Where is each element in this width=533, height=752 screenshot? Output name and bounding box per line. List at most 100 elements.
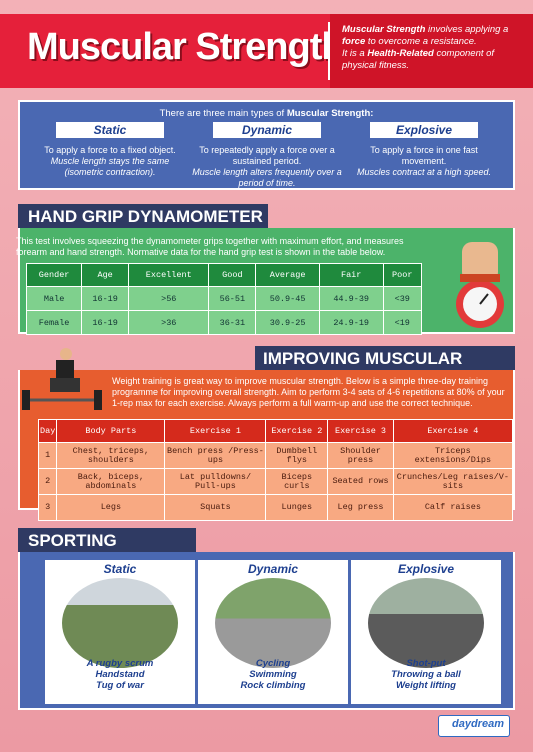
- training-col-ex3: Exercise 3: [327, 419, 394, 443]
- page-title: Muscular Strength: [27, 26, 345, 68]
- table-cell: Male: [25, 286, 83, 311]
- example-item: Swimming: [249, 669, 297, 680]
- table-cell: Leg press: [327, 494, 394, 521]
- cycling-photo: [215, 578, 331, 668]
- divider: [328, 22, 330, 80]
- table-cell: 16-19: [81, 286, 130, 311]
- table-row: 3 Legs Squats Lunges Leg press Calf raises: [37, 494, 514, 521]
- table-cell: Triceps extensions/Dips: [392, 442, 514, 469]
- table-cell: Bench press /Press-ups: [164, 442, 267, 469]
- training-col-ex1: Exercise 1: [164, 419, 267, 443]
- example-item: Cycling: [255, 658, 291, 669]
- grip-description: This test involves squeezing the dynamom…: [16, 236, 404, 257]
- training-table: Day Body Parts Exercise 1 Exercise 2 Exe…: [37, 419, 514, 521]
- grip-header-row: Gender Age Excellent Good Average Fair P…: [25, 263, 422, 287]
- sport-dynamic-examples: Cycling Swimming Rock climbing: [198, 658, 348, 691]
- grip-col-gender: Gender: [25, 263, 83, 287]
- grip-col-average: Average: [255, 263, 320, 287]
- example-item: Handstand: [95, 669, 145, 680]
- example-item: A rugby scrum: [86, 658, 154, 669]
- type-dynamic-line1: To repeatedly apply a force over a susta…: [199, 145, 335, 166]
- type-static-label: Static: [56, 122, 164, 138]
- table-cell: Lat pulldowns/ Pull-ups: [164, 468, 267, 495]
- title-banner: [0, 14, 330, 88]
- table-row: Female 16-19 >36 36-31 30.9-25 24.9-19 <19: [25, 310, 422, 335]
- type-explosive-line2: Muscles contract at a high speed.: [356, 167, 492, 177]
- type-explosive-label: Explosive: [370, 122, 478, 138]
- sport-card-static: Static A rugby scrum Handstand Tug of wa…: [45, 560, 195, 704]
- grip-col-excellent: Excellent: [128, 263, 210, 287]
- types-intro-bold: Muscular Strength:: [286, 108, 374, 119]
- rugby-photo: [62, 578, 178, 668]
- brand-name: daydream: [452, 718, 504, 730]
- brand-box: [438, 715, 510, 737]
- weightlifter-icon: [22, 348, 102, 410]
- type-static-text: To apply a force to a fixed object. Muscl…: [35, 145, 185, 178]
- type-dynamic-text: To repeatedly apply a force over a susta…: [192, 145, 342, 189]
- training-col-day: Day: [37, 419, 58, 443]
- definition-part-4: component of physical fitness.: [342, 48, 495, 71]
- example-item: Shot-put: [406, 658, 446, 669]
- table-cell: Crunches/Leg raises/V-sits: [392, 468, 514, 495]
- grip-col-poor: Poor: [382, 263, 422, 287]
- example-item: Tug of war: [96, 680, 144, 691]
- type-static-line2: Muscle length stays the same (isometric …: [50, 156, 170, 177]
- definition-part-2: to overcome a resistance.: [365, 36, 477, 47]
- table-cell: Chest, triceps, shoulders: [56, 442, 166, 469]
- type-explosive: Explosive To apply a force in one fast m…: [349, 122, 499, 178]
- type-dynamic: Dynamic To repeatedly apply a force over…: [192, 122, 342, 189]
- definition-part-3: It is a: [342, 48, 368, 59]
- table-cell: Legs: [56, 494, 166, 521]
- type-dynamic-line2: Muscle length alters frequently over a p…: [192, 167, 342, 188]
- type-static: Static To apply a force to a fixed objec…: [35, 122, 185, 178]
- types-panel: There are three main types of Muscular S…: [18, 100, 515, 190]
- table-cell: 36-31: [208, 310, 257, 335]
- table-cell: 3: [37, 494, 58, 521]
- grip-heading-bar: HAND GRIP DYNAMOMETER TEST: [18, 204, 268, 246]
- table-cell: 56-51: [208, 286, 257, 311]
- table-cell: Seated rows: [327, 468, 394, 495]
- example-item: Rock climbing: [240, 680, 306, 691]
- training-header-row: Day Body Parts Exercise 1 Exercise 2 Exe…: [37, 419, 514, 443]
- types-intro-text: There are three main types of: [159, 108, 287, 119]
- table-row: 1 Chest, triceps, shoulders Bench press /P…: [37, 442, 514, 469]
- shotput-photo: [368, 578, 484, 668]
- sport-card-explosive: Explosive Shot-put Throwing a ball Weigh…: [351, 560, 501, 704]
- training-col-body: Body Parts: [56, 419, 166, 443]
- improve-heading-bar: IMPROVING MUSCULAR STRENGTH: [255, 346, 515, 388]
- table-cell: <19: [382, 310, 422, 335]
- table-cell: Shoulder press: [327, 442, 394, 469]
- table-cell: <39: [382, 286, 422, 311]
- brand-logo: daydream: [438, 715, 510, 739]
- training-col-ex2: Exercise 2: [265, 419, 329, 443]
- table-cell: Calf raises: [392, 494, 514, 521]
- sport-heading-bar: SPORTING RELEVANCE: [18, 528, 196, 570]
- definition-lead: Muscular Strength: [342, 24, 426, 35]
- table-cell: Biceps curls: [265, 468, 329, 495]
- table-cell: 50.9-45: [255, 286, 320, 311]
- sport-static-label: Static: [103, 562, 137, 576]
- sport-explosive-label: Explosive: [397, 562, 455, 576]
- definition-force: force: [342, 36, 366, 47]
- table-cell: >36: [128, 310, 210, 335]
- table-cell: 30.9-25: [255, 310, 320, 335]
- definition-box: Muscular Strength involves applying a fo…: [330, 14, 533, 88]
- table-cell: Back, biceps, abdominals: [56, 468, 166, 495]
- table-cell: 16-19: [81, 310, 130, 335]
- table-cell: Lunges: [265, 494, 329, 521]
- table-row: Male 16-19 >56 56-51 50.9-45 44.9-39 <39: [25, 286, 422, 311]
- sport-explosive-examples: Shot-put Throwing a ball Weight lifting: [351, 658, 501, 691]
- example-item: Weight lifting: [396, 680, 456, 691]
- type-explosive-text: To apply a force in one fast movement. Mu…: [349, 145, 499, 178]
- table-row: 2 Back, biceps, abdominals Lat pulldowns/ …: [37, 468, 514, 495]
- table-cell: 1: [37, 442, 58, 469]
- sport-card-dynamic: Dynamic Cycling Swimming Rock climbing: [198, 560, 348, 704]
- type-dynamic-label: Dynamic: [213, 122, 321, 138]
- table-cell: 44.9-39: [318, 286, 384, 311]
- table-cell: Squats: [164, 494, 267, 521]
- table-cell: >56: [128, 286, 210, 311]
- example-item: Throwing a ball: [391, 669, 461, 680]
- grip-col-fair: Fair: [318, 263, 384, 287]
- table-cell: Dumbbell flys: [265, 442, 329, 469]
